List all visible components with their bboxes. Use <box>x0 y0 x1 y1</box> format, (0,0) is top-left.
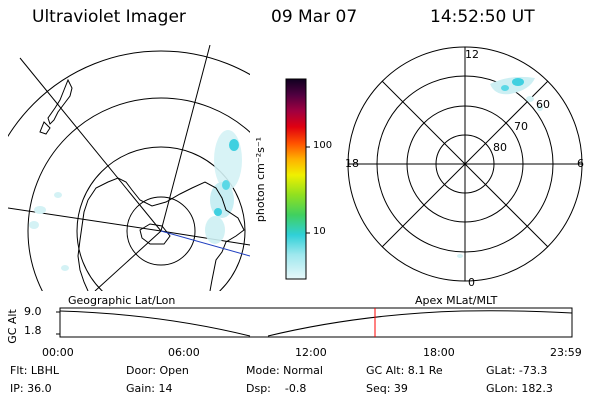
time-tick-label: 23:59 <box>550 346 582 359</box>
apex-label: Apex MLat/MLT <box>415 294 498 307</box>
door-info: Door: Open <box>126 364 189 377</box>
time-tick-label: 12:00 <box>295 346 327 359</box>
antarctica-coastline <box>77 177 245 291</box>
info-panel: Flt: LBHL Door: Open Mode: Normal GC Alt… <box>0 362 600 400</box>
ice-shelf-coastline <box>139 223 171 245</box>
altitude-plot-frame <box>59 307 573 338</box>
mlt-label-12: 12 <box>465 48 479 61</box>
observation-date: 09 Mar 07 <box>271 7 358 27</box>
geographic-longitude-info: GLon: 182.3 <box>486 382 553 395</box>
mlt-label-0: 0 <box>468 276 475 289</box>
instrument-title: Ultraviolet Imager <box>32 7 186 27</box>
latitude-circle <box>76 146 246 291</box>
sequence-info: Seq: 39 <box>366 382 408 395</box>
display-info: Dsp: -0.8 <box>246 382 307 395</box>
latitude-circle <box>126 196 196 266</box>
new-zealand-coastline <box>47 78 73 125</box>
mlat-label-60: 60 <box>536 98 550 111</box>
latitude-circle <box>27 97 250 291</box>
colorbar-gradient <box>285 78 307 280</box>
apex-polar-plot <box>347 46 583 282</box>
latitude-circle <box>8 50 250 138</box>
altitude-tick-label: 9.0 <box>24 305 42 318</box>
geographic-map-panel <box>0 30 262 292</box>
time-tick-label: 06:00 <box>168 346 200 359</box>
altitude-tick-label: 1.8 <box>24 324 42 337</box>
mlat-label-70: 70 <box>514 120 528 133</box>
gc-altitude-info: GC Alt: 8.1 Re <box>366 364 443 377</box>
colorbar <box>285 78 310 280</box>
apex-aurora-emission <box>457 76 543 258</box>
time-tick-label: 00:00 <box>42 346 74 359</box>
meridian-line <box>160 230 250 246</box>
mlat-label-80: 80 <box>493 141 507 154</box>
altitude-curve <box>59 310 573 337</box>
altitude-plot <box>56 307 573 338</box>
colorbar-panel: 100 10 photon cm⁻²s⁻¹ <box>254 75 332 290</box>
filter-info: Flt: LBHL <box>10 364 59 377</box>
apex-polar-panel: 12 18 6 0 60 70 80 <box>340 44 590 294</box>
mode-info: Mode: Normal <box>246 364 323 377</box>
observation-time: 14:52:50 UT <box>430 7 535 27</box>
geographic-label: Geographic Lat/Lon <box>68 294 176 307</box>
meridian-line <box>160 45 211 232</box>
ip-info: IP: 36.0 <box>10 382 52 395</box>
time-tick-label: 18:00 <box>423 346 455 359</box>
aurora-emission <box>29 130 242 271</box>
mlt-label-6: 6 <box>577 157 584 170</box>
orbit-track <box>160 230 250 257</box>
gain-info: Gain: 14 <box>126 382 173 395</box>
meridian-line <box>8 207 162 232</box>
new-zealand-coastline <box>39 121 51 135</box>
meridian-line <box>19 57 162 232</box>
mlt-line <box>381 80 549 248</box>
colorbar-tick-label: 10 <box>313 226 326 237</box>
meridian-line <box>94 230 162 291</box>
geographic-latitude-info: GLat: -73.3 <box>486 364 548 377</box>
geographic-map <box>8 45 250 291</box>
colorbar-unit-label: photon cm⁻²s⁻¹ <box>254 136 268 223</box>
mlt-label-18: 18 <box>345 157 359 170</box>
header: Ultraviolet Imager 09 Mar 07 14:52:50 UT <box>0 0 600 36</box>
altitude-timeline-panel: Geographic Lat/Lon Apex MLat/MLT GC Alt … <box>0 292 600 362</box>
colorbar-tick-label: 100 <box>313 140 333 151</box>
